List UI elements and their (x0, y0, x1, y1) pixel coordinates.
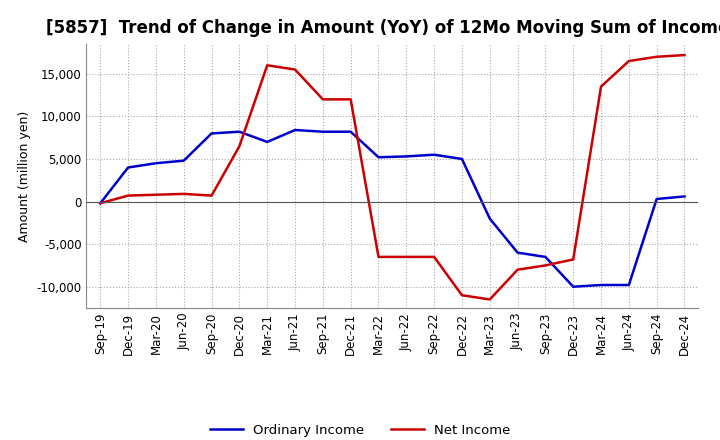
Net Income (318, 97, 327, 102)
Net Income (513, 267, 522, 272)
Net Income (569, 257, 577, 262)
Ordinary Income (597, 282, 606, 288)
Ordinary Income (680, 194, 689, 199)
Ordinary Income (652, 196, 661, 202)
Ordinary Income (402, 154, 410, 159)
Net Income (124, 193, 132, 198)
Net Income (374, 254, 383, 260)
Ordinary Income (374, 154, 383, 160)
Ordinary Income (152, 161, 161, 166)
Ordinary Income (569, 284, 577, 290)
Title: [5857]  Trend of Change in Amount (YoY) of 12Mo Moving Sum of Incomes: [5857] Trend of Change in Amount (YoY) o… (46, 19, 720, 37)
Net Income (458, 293, 467, 298)
Net Income (541, 263, 550, 268)
Legend: Ordinary Income, Net Income: Ordinary Income, Net Income (204, 418, 516, 440)
Net Income (291, 67, 300, 72)
Ordinary Income (263, 139, 271, 145)
Y-axis label: Amount (million yen): Amount (million yen) (18, 110, 31, 242)
Net Income (263, 62, 271, 68)
Ordinary Income (541, 254, 550, 260)
Net Income (346, 97, 355, 102)
Net Income (597, 84, 606, 89)
Net Income (96, 201, 104, 206)
Net Income (207, 193, 216, 198)
Net Income (152, 192, 161, 198)
Line: Net Income: Net Income (100, 55, 685, 300)
Ordinary Income (513, 250, 522, 255)
Net Income (235, 143, 243, 149)
Net Income (402, 254, 410, 260)
Ordinary Income (179, 158, 188, 163)
Net Income (624, 59, 633, 64)
Ordinary Income (124, 165, 132, 170)
Ordinary Income (291, 127, 300, 132)
Net Income (485, 297, 494, 302)
Net Income (680, 52, 689, 58)
Ordinary Income (96, 201, 104, 206)
Ordinary Income (485, 216, 494, 221)
Ordinary Income (430, 152, 438, 158)
Ordinary Income (458, 156, 467, 161)
Net Income (430, 254, 438, 260)
Ordinary Income (207, 131, 216, 136)
Ordinary Income (624, 282, 633, 288)
Net Income (179, 191, 188, 197)
Line: Ordinary Income: Ordinary Income (100, 130, 685, 287)
Ordinary Income (235, 129, 243, 134)
Ordinary Income (318, 129, 327, 134)
Ordinary Income (346, 129, 355, 134)
Net Income (652, 54, 661, 59)
